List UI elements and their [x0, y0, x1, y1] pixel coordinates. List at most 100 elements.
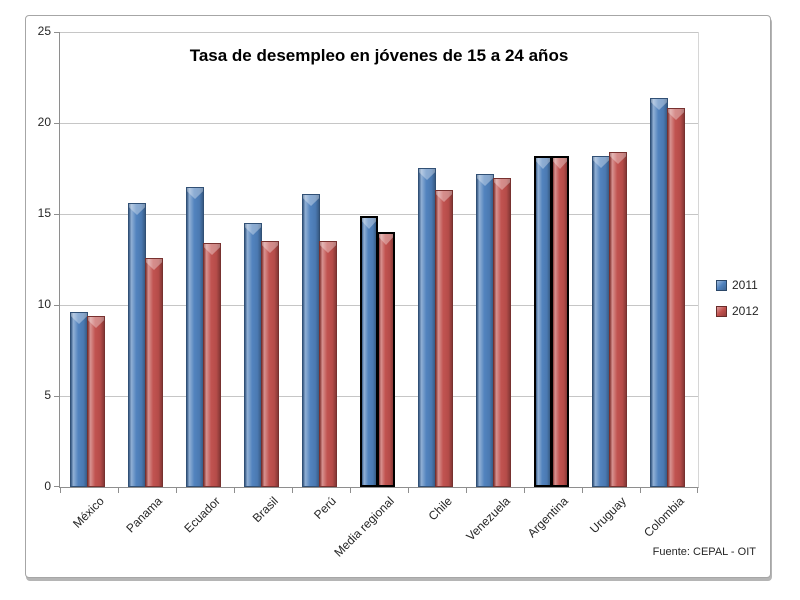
bar-top-bevel: [204, 244, 220, 255]
y-axis-label-20: 20: [37, 115, 51, 129]
bar-2012-media-regional: [377, 232, 395, 487]
bar-shading: [494, 179, 510, 486]
bar-2011-peru: [302, 194, 320, 487]
bar-top-bevel: [477, 175, 493, 186]
bar-shading: [204, 244, 220, 486]
bar-shading: [362, 218, 376, 485]
chart-title: Tasa de desempleo en jóvenes de 15 a 24 …: [189, 46, 569, 65]
x-tick-11: [697, 487, 698, 493]
bar-top-bevel: [593, 157, 609, 168]
x-tick-5: [350, 487, 351, 493]
bar-shading: [146, 259, 162, 486]
bar-top-bevel: [245, 224, 261, 235]
bar-shading: [88, 317, 104, 486]
bar-2011-panama: [128, 203, 146, 487]
bar-shading: [419, 169, 435, 486]
bar-top-bevel: [71, 313, 87, 324]
x-tick-8: [524, 487, 525, 493]
legend-swatch-2012: [716, 305, 727, 317]
bar-shading: [187, 188, 203, 486]
bar-top-bevel: [610, 153, 626, 164]
bar-2011-argentina: [534, 156, 552, 487]
bar-shading: [379, 234, 393, 485]
y-axis-label-0: 0: [44, 479, 51, 493]
y-tick-10: [54, 305, 60, 306]
bar-2012-colombia: [667, 108, 685, 487]
bar-top-bevel: [88, 317, 104, 328]
y-tick-0: [54, 486, 60, 487]
gridline-25: [60, 32, 698, 33]
bar-shading: [651, 99, 667, 486]
legend-item-2011: 2011: [716, 278, 759, 292]
bar-2012-uruguay: [609, 152, 627, 487]
bar-top-bevel: [129, 204, 145, 215]
x-tick-10: [640, 487, 641, 493]
bar-top-bevel: [536, 158, 550, 169]
legend-swatch-2011: [716, 279, 727, 291]
gridline-15: [60, 214, 698, 215]
x-tick-9: [582, 487, 583, 493]
chart-frame: Tasa de desempleo en jóvenes de 15 a 24 …: [25, 15, 771, 578]
y-axis-label-10: 10: [37, 297, 51, 311]
legend: 2011 2012: [716, 278, 759, 318]
bar-top-bevel: [419, 169, 435, 180]
bar-2011-ecuador: [186, 187, 204, 487]
y-tick-20: [54, 123, 60, 124]
x-tick-3: [234, 487, 235, 493]
source-note: Fuente: CEPAL - OIT: [652, 546, 756, 558]
swatch-shading: [717, 306, 726, 316]
bar-2012-mexico: [87, 316, 105, 487]
bar-shading: [477, 175, 493, 486]
bar-shading: [593, 157, 609, 486]
bar-top-bevel: [187, 188, 203, 199]
bar-2012-brasil: [261, 241, 279, 487]
y-tick-15: [54, 214, 60, 215]
bar-2012-argentina: [551, 156, 569, 487]
bar-shading: [553, 158, 567, 485]
bar-shading: [536, 158, 550, 485]
bar-shading: [320, 242, 336, 486]
y-tick-25: [54, 32, 60, 33]
gridline-20: [60, 123, 698, 124]
x-tick-1: [118, 487, 119, 493]
bar-2011-chile: [418, 168, 436, 487]
bar-shading: [245, 224, 261, 486]
bar-top-bevel: [436, 191, 452, 202]
bar-top-bevel: [320, 242, 336, 253]
bar-shading: [303, 195, 319, 486]
x-tick-6: [408, 487, 409, 493]
bar-2011-colombia: [650, 98, 668, 487]
y-axis-label-25: 25: [37, 24, 51, 38]
bar-2012-chile: [435, 190, 453, 487]
bar-2012-ecuador: [203, 243, 221, 487]
bar-2011-media-regional: [360, 216, 378, 487]
legend-label-2011: 2011: [732, 278, 758, 292]
bar-top-bevel: [303, 195, 319, 206]
bar-2012-panama: [145, 258, 163, 487]
bar-top-bevel: [553, 158, 567, 169]
bar-top-bevel: [379, 234, 393, 245]
bar-2012-venezuela: [493, 178, 511, 487]
legend-label-2012: 2012: [732, 304, 759, 318]
y-tick-5: [54, 396, 60, 397]
bar-shading: [436, 191, 452, 486]
bar-2012-peru: [319, 241, 337, 487]
legend-item-2012: 2012: [716, 304, 759, 318]
y-axis-label-15: 15: [37, 206, 51, 220]
x-tick-7: [466, 487, 467, 493]
bar-shading: [262, 242, 278, 486]
bar-shading: [610, 153, 626, 486]
bar-2011-venezuela: [476, 174, 494, 487]
swatch-shading: [717, 280, 726, 290]
y-axis-label-5: 5: [44, 388, 51, 402]
bar-2011-brasil: [244, 223, 262, 487]
bar-top-bevel: [146, 259, 162, 270]
bar-2011-uruguay: [592, 156, 610, 487]
bar-top-bevel: [362, 218, 376, 229]
x-tick-4: [292, 487, 293, 493]
bar-shading: [129, 204, 145, 486]
x-tick-0: [60, 487, 61, 493]
bar-2011-mexico: [70, 312, 88, 487]
bar-shading: [71, 313, 87, 486]
bar-shading: [668, 109, 684, 486]
